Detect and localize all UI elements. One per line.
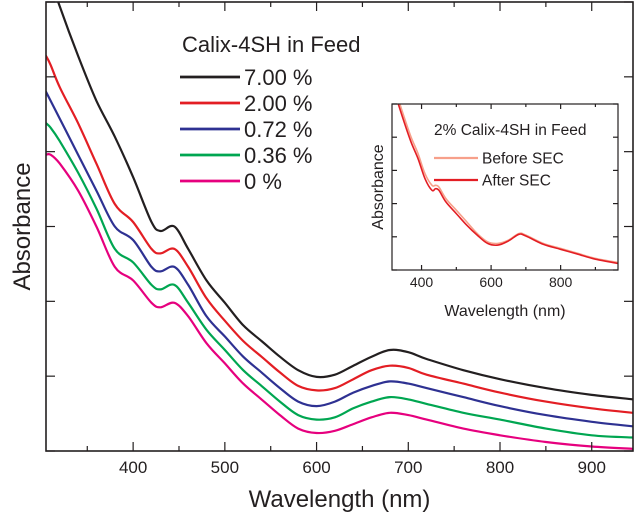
main-x-tick-label: 700 (394, 458, 422, 477)
inset-x-axis-label: Wavelength (nm) (444, 303, 565, 320)
inset-plot-frame (391, 103, 619, 271)
inset-chart: 400 600 800 2% Calix-4SH in Feed Before SE… (370, 102, 620, 320)
main-x-axis-label: Wavelength (nm) (249, 486, 431, 513)
main-x-tick-label: 400 (119, 458, 147, 477)
main-legend-label-2: 0.72 % (244, 117, 313, 142)
main-series-line-3 (46, 122, 633, 439)
inset-x-tick-label: 400 (410, 274, 434, 290)
inset-background (390, 102, 620, 272)
main-x-tick-label: 500 (211, 458, 239, 477)
main-legend-label-3: 0.36 % (244, 143, 313, 168)
inset-legend-label-0: Before SEC (482, 151, 564, 168)
main-x-tick-label: 600 (302, 458, 330, 477)
main-legend-title: Calix-4SH in Feed (182, 32, 361, 57)
inset-legend-label-1: After SEC (482, 173, 551, 190)
inset-series-layer (397, 104, 618, 265)
inset-tick-layer: 400 600 800 (392, 103, 618, 290)
main-series-line-4 (46, 152, 633, 450)
main-tick-layer: 400 500 600 700 800 900 (46, 1, 633, 477)
inset-x-tick-label: 600 (479, 274, 503, 290)
main-legend: Calix-4SH in Feed 7.00 %2.00 %0.72 %0.36… (180, 32, 361, 194)
inset-legend-title: 2% Calix-4SH in Feed (434, 122, 586, 139)
inset-y-axis-label: Absorbance (370, 144, 387, 229)
main-x-tick-label: 900 (578, 458, 606, 477)
main-x-tick-label: 800 (486, 458, 514, 477)
main-series-layer (46, 2, 633, 450)
main-y-axis-label: Absorbance (9, 162, 36, 290)
main-legend-label-0: 7.00 % (244, 65, 313, 90)
main-series-line-0 (57, 2, 633, 401)
main-series-line-2 (46, 90, 633, 428)
main-series-line-1 (46, 54, 633, 414)
main-legend-label-1: 2.00 % (244, 91, 313, 116)
inset-legend: 2% Calix-4SH in Feed Before SEC After SEC (434, 122, 586, 190)
main-legend-label-4: 0 % (244, 169, 282, 194)
inset-x-tick-label: 800 (549, 274, 573, 290)
inset-series-line-1 (397, 104, 618, 265)
main-chart: 400 500 600 700 800 900 Calix-4SH in Feed 7.0… (9, 1, 634, 513)
